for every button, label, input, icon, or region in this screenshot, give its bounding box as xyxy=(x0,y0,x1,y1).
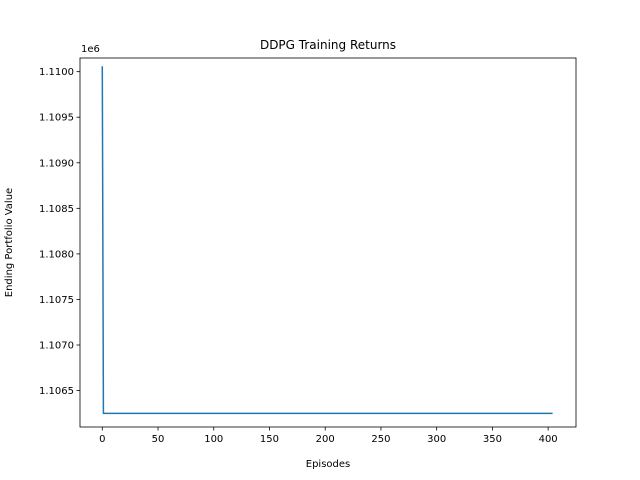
plot-background xyxy=(80,58,576,427)
x-tick-label: 350 xyxy=(483,434,502,445)
y-tick-label: 1.1070 xyxy=(39,341,74,352)
x-tick-label: 200 xyxy=(316,434,335,445)
x-axis: 0 50 100 150 200 250 300 350 400 xyxy=(99,427,558,445)
y-axis-label: Ending Portfolio Value xyxy=(4,188,15,297)
series-line xyxy=(101,66,553,415)
x-axis-label: Episodes xyxy=(306,459,350,470)
y-tick-label: 1.1100 xyxy=(39,67,74,78)
x-tick-label: 300 xyxy=(427,434,446,445)
x-tick-label: 150 xyxy=(260,434,279,445)
plot-frame xyxy=(79,57,577,428)
y-tick-label: 1.1085 xyxy=(39,204,74,215)
series-layer xyxy=(101,66,553,415)
y-tick-label: 1.1080 xyxy=(39,249,74,260)
plot-area xyxy=(79,57,577,428)
x-tick-label: 400 xyxy=(539,434,558,445)
y-axis: 1.1065 1.1070 1.1075 1.1080 1.1085 1.1090 1.10… xyxy=(39,67,80,397)
x-tick-label: 50 xyxy=(152,434,165,445)
y-tick-label: 1.1090 xyxy=(39,158,74,169)
y-tick-label: 1.1075 xyxy=(39,295,74,306)
x-tick-label: 100 xyxy=(204,434,223,445)
y-tick-label: 1.1095 xyxy=(39,113,74,124)
chart-title: DDPG Training Returns xyxy=(260,38,396,52)
y-axis-offset-label: 1e6 xyxy=(81,44,100,55)
x-tick-label: 250 xyxy=(371,434,390,445)
x-tick-label: 0 xyxy=(99,434,105,445)
y-tick-label: 1.1065 xyxy=(39,386,74,397)
